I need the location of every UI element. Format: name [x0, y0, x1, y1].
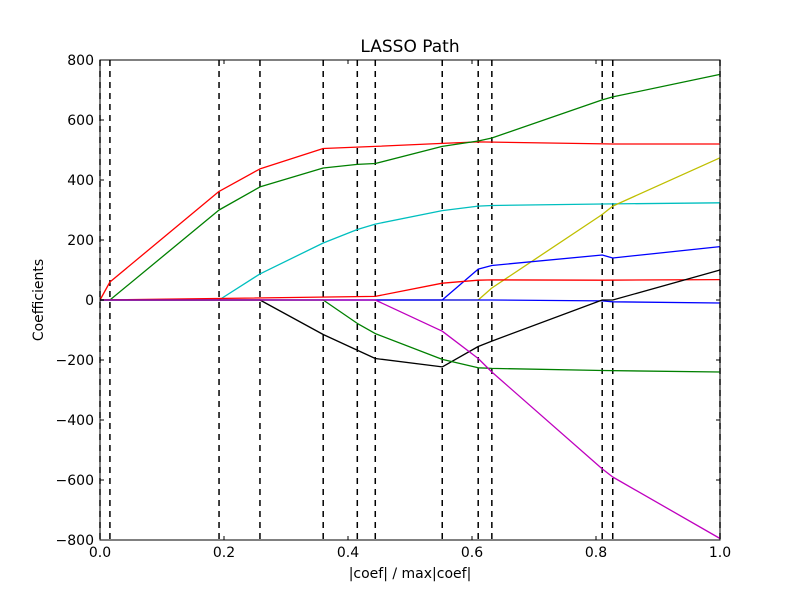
y-tick-label-4: 0 — [85, 293, 94, 309]
y-tick-label-0: −800 — [56, 533, 94, 549]
y-axis-label: Coefficients — [31, 259, 47, 341]
series-group — [99, 73, 721, 540]
knot-lines-group — [99, 60, 721, 540]
x-tick-label-0: 0.0 — [89, 545, 111, 561]
x-tick-label-1: 0.2 — [213, 545, 235, 561]
y-tick-label-8: 800 — [67, 53, 94, 69]
coef-blue-lower-line — [100, 299, 721, 304]
coef-magenta-line — [100, 299, 721, 540]
x-tick-label-5: 1.0 — [709, 545, 731, 561]
y-tick-label-7: 600 — [67, 113, 94, 129]
plot-frame — [99, 59, 721, 541]
y-tick-label-5: 200 — [67, 233, 94, 249]
x-tick-label-4: 0.8 — [585, 545, 607, 561]
coef-green-top-line — [100, 73, 721, 301]
y-tick-label-2: −400 — [56, 413, 94, 429]
x-tick-label-2: 0.4 — [337, 545, 359, 561]
x-axis-label: |coef| / max|coef| — [349, 566, 472, 582]
ticks-group: 0.0 0.2 0.4 0.6 0.8 1.0 −800 −600 −400 −200 0 200 40… — [56, 53, 732, 561]
y-tick-label-3: −200 — [56, 353, 94, 369]
coef-red-lower-line — [99, 278, 721, 301]
y-tick-label-6: 400 — [67, 173, 94, 189]
y-tick-label-1: −600 — [56, 473, 94, 489]
x-tick-label-3: 0.6 — [461, 545, 483, 561]
coef-cyan-line — [100, 202, 721, 301]
chart-title: LASSO Path — [360, 37, 459, 57]
coef-red-top-line — [99, 141, 720, 301]
coef-black-line — [100, 269, 721, 368]
coef-green-lower-line — [100, 299, 721, 373]
